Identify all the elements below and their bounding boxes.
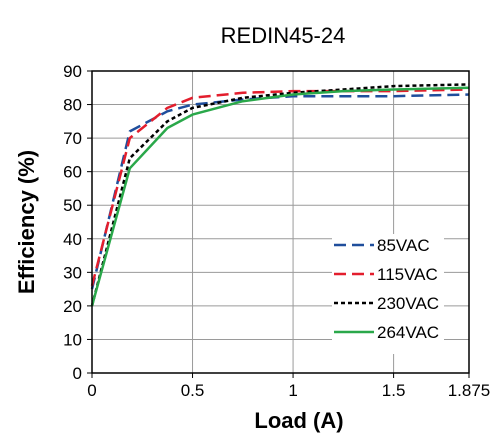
legend-box xyxy=(332,234,444,354)
legend-label-115vac: 115VAC xyxy=(377,265,438,284)
legend: 85VAC 115VAC 230VAC 264VAC xyxy=(332,234,444,354)
y-axis-title: Efficiency (%) xyxy=(14,150,39,294)
x-tick-label: 1.5 xyxy=(382,381,406,400)
chart-title: REDIN45-24 xyxy=(221,23,346,48)
series-line-85vac xyxy=(90,93,470,290)
legend-label-230vac: 230VAC xyxy=(377,294,439,313)
y-tick-label: 60 xyxy=(63,163,82,182)
series-line-230vac xyxy=(90,83,470,307)
x-axis-title: Load (A) xyxy=(254,408,343,433)
y-tick-label: 80 xyxy=(63,96,82,115)
y-tick-label: 50 xyxy=(63,196,82,215)
grid xyxy=(92,71,469,373)
x-tick-label: 1.875 xyxy=(448,381,491,400)
y-axis-ticks: 0 10 20 30 40 50 60 70 80 90 xyxy=(63,62,92,383)
x-tick-label: 0.5 xyxy=(181,381,205,400)
series-lines xyxy=(90,83,470,307)
x-tick-label: 1 xyxy=(288,381,297,400)
y-tick-label: 10 xyxy=(63,330,82,349)
series-line-115vac xyxy=(90,88,470,287)
y-tick-label: 0 xyxy=(73,364,82,383)
series-line-264vac xyxy=(90,86,470,307)
y-tick-label: 70 xyxy=(63,129,82,148)
x-axis-ticks: 0 0.5 1 1.5 1.875 xyxy=(87,373,490,400)
y-tick-label: 30 xyxy=(63,263,82,282)
plot-frame xyxy=(91,70,470,374)
x-tick-label: 0 xyxy=(87,381,96,400)
y-tick-label: 90 xyxy=(63,62,82,81)
y-tick-label: 40 xyxy=(63,230,82,249)
legend-label-85vac: 85VAC xyxy=(377,236,430,255)
y-tick-label: 20 xyxy=(63,297,82,316)
legend-label-264vac: 264VAC xyxy=(377,323,439,342)
